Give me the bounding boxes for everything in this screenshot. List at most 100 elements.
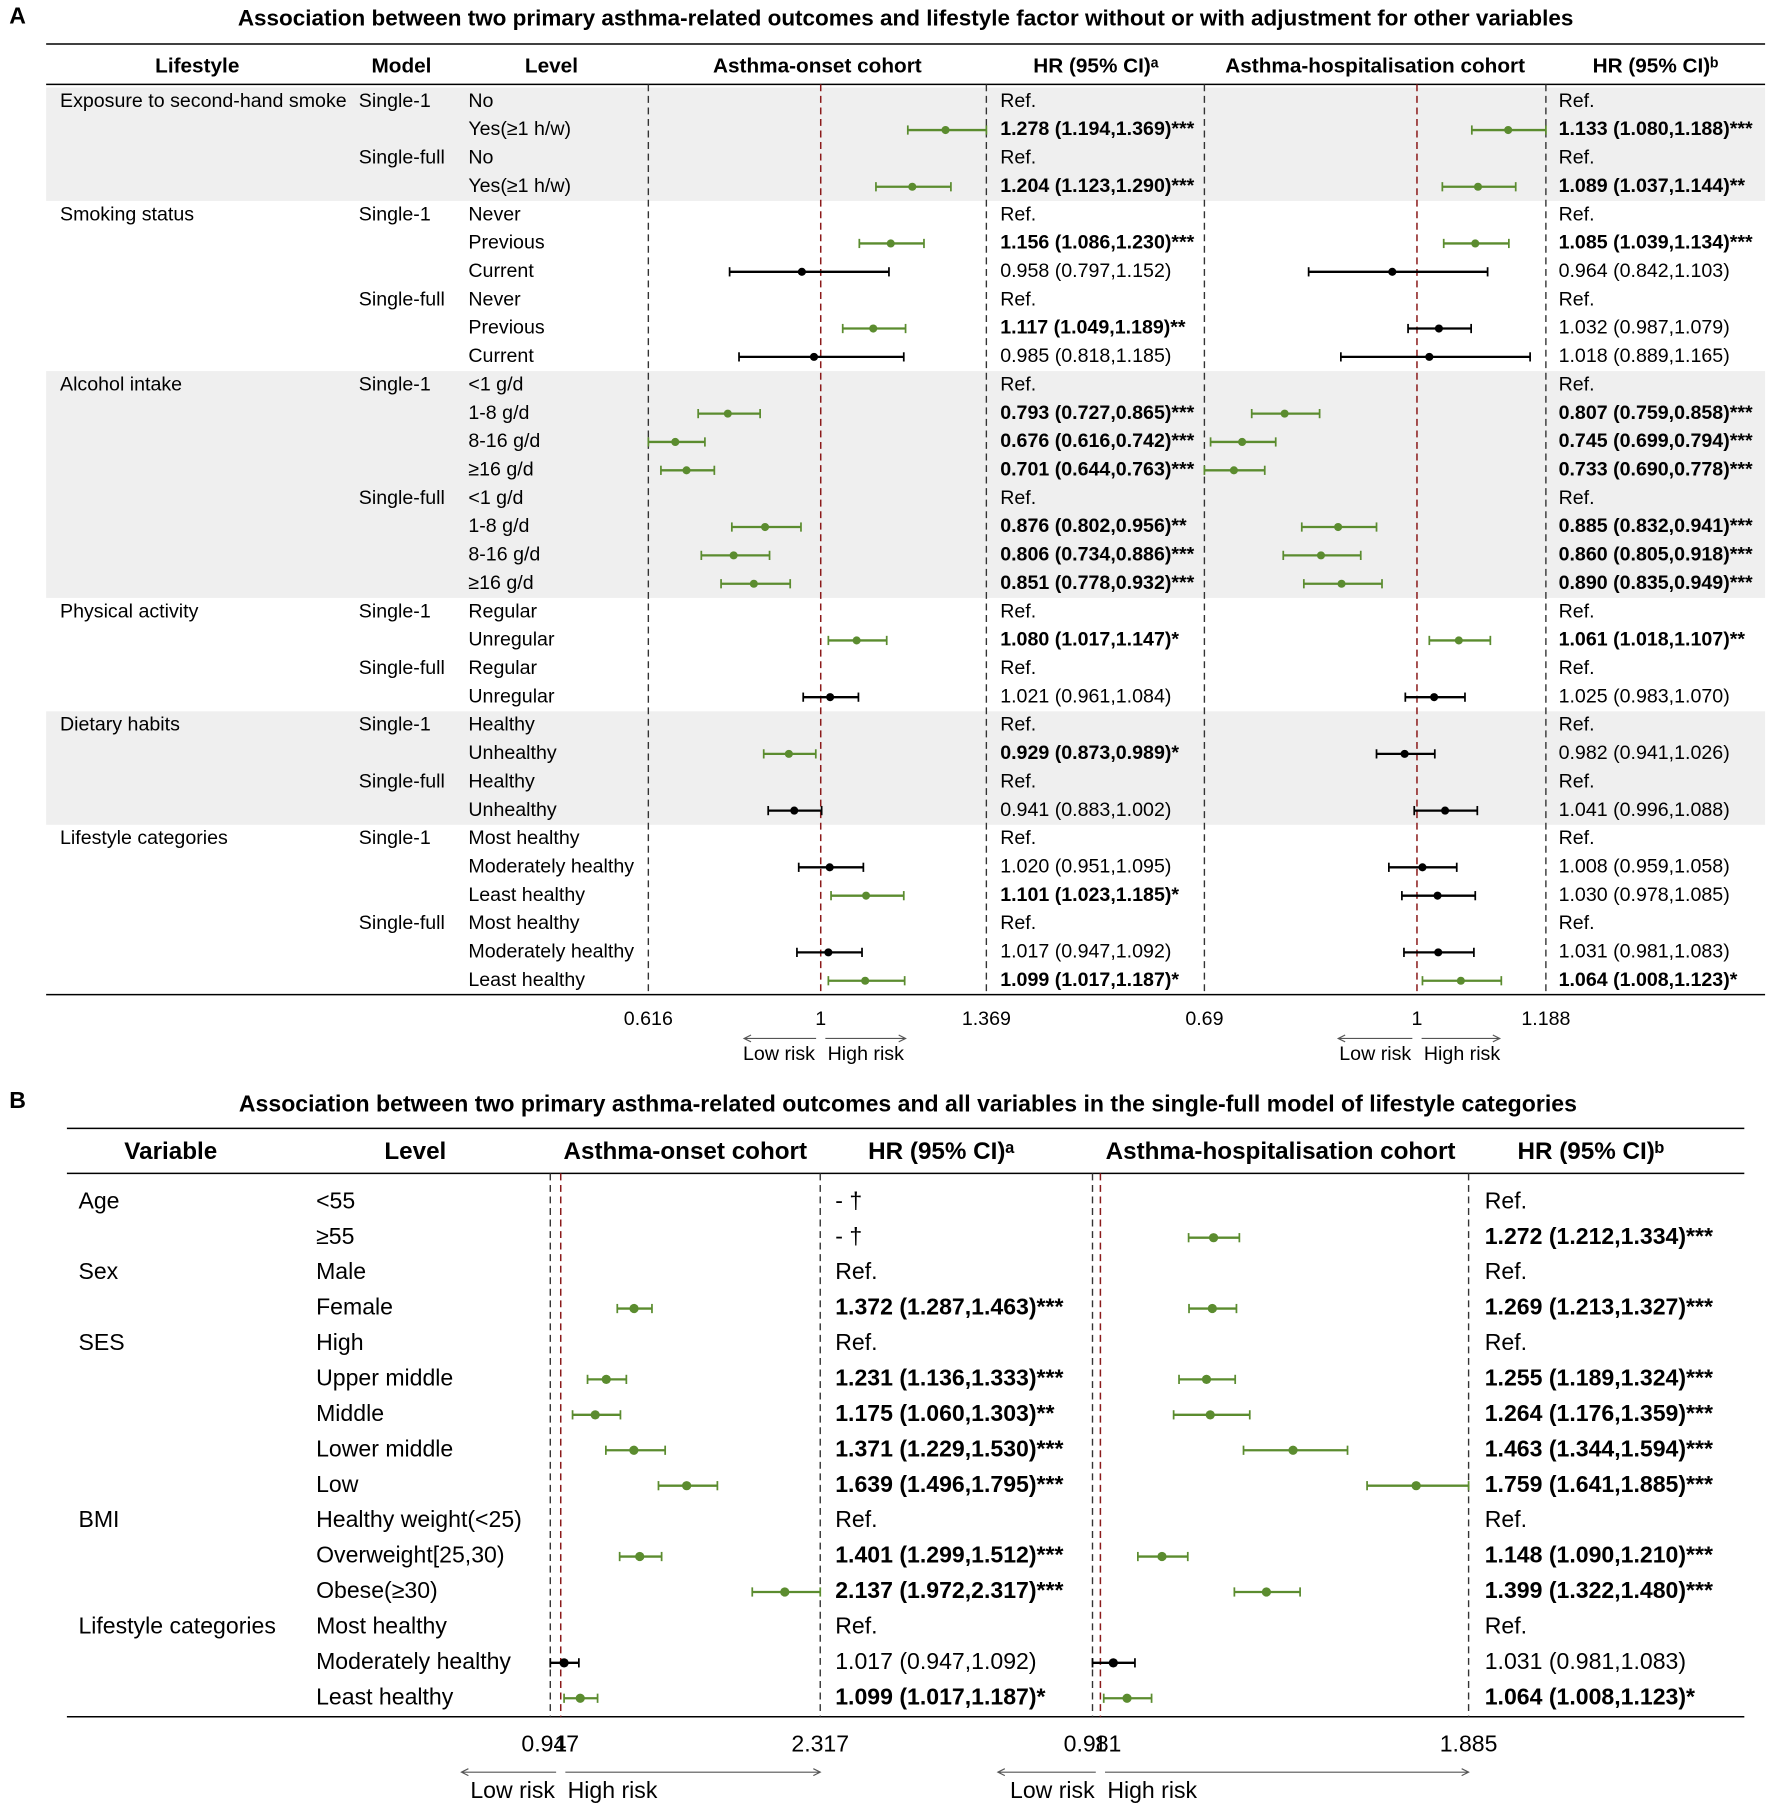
- hr-label: 1.175 (1.060,1.303)**: [835, 1400, 1054, 1426]
- hr-label: 1.020 (0.951,1.095): [1000, 855, 1171, 877]
- hr-label: Ref.: [1559, 487, 1595, 509]
- row-label: Least healthy: [468, 969, 585, 991]
- hr-label: 1.099 (1.017,1.187)*: [835, 1683, 1045, 1709]
- hr-label: Ref.: [1485, 1612, 1527, 1638]
- hr-label: 1.639 (1.496,1.795)***: [835, 1471, 1063, 1497]
- hr-header: HR (95% CI)ᵃ: [1033, 55, 1159, 78]
- row-label: Healthy weight(<25): [316, 1506, 522, 1532]
- x-tick-label: 0.981: [1064, 1731, 1122, 1757]
- row-label: Most healthy: [468, 912, 579, 934]
- row-label: Unhealthy: [468, 742, 556, 764]
- row-label: Low: [316, 1471, 359, 1497]
- row-label: Yes(≥1 h/w): [468, 175, 571, 197]
- row-label: Obese(≥30): [316, 1577, 438, 1603]
- hr-point: [1207, 1303, 1217, 1314]
- row-label: Regular: [468, 600, 537, 622]
- row-label: Single-full: [359, 912, 445, 934]
- hr-label: 1.264 (1.176,1.359)***: [1485, 1400, 1713, 1426]
- row-label: Single-1: [359, 203, 431, 225]
- hr-point: [749, 579, 758, 588]
- risk-arrow: [1336, 1034, 1413, 1043]
- row-label: Regular: [468, 657, 537, 679]
- hr-point: [629, 1303, 639, 1314]
- hr-label: 1.017 (0.947,1.092): [835, 1648, 1036, 1674]
- hr-label: 1.399 (1.322,1.480)***: [1485, 1577, 1713, 1603]
- hr-point: [723, 409, 732, 418]
- x-tick-label: 1.885: [1440, 1731, 1498, 1757]
- row-label: Overweight[25,30): [316, 1542, 504, 1568]
- row-label: Unregular: [468, 629, 555, 651]
- hr-point: [1288, 1445, 1298, 1455]
- hr-point: [908, 182, 917, 191]
- hr-point: [852, 636, 861, 645]
- row-label: Single-1: [359, 827, 431, 849]
- row-label: Single-1: [359, 90, 431, 112]
- hr-label: Ref.: [1559, 770, 1595, 792]
- hr-label: Ref.: [1559, 714, 1595, 736]
- row-label: Single-1: [359, 714, 431, 736]
- x-tick-label: 0.947: [521, 1731, 579, 1757]
- risk-arrow: [1105, 1768, 1470, 1777]
- hr-point: [590, 1410, 600, 1420]
- hr-label: 0.745 (0.699,0.794)***: [1559, 430, 1753, 452]
- cohort-header: Asthma-hospitalisation cohort: [1225, 55, 1525, 78]
- risk-label: Low risk: [470, 1777, 555, 1803]
- hr-point: [1334, 522, 1343, 532]
- x-tick-label: 0.69: [1185, 1008, 1223, 1030]
- hr-point: [826, 693, 835, 702]
- hr-header: HR (95% CI)ᵇ: [1518, 1138, 1665, 1165]
- hr-point: [886, 239, 895, 248]
- hr-point: [862, 891, 871, 900]
- row-label: Current: [468, 260, 534, 282]
- cohort-header: Asthma-onset cohort: [563, 1138, 807, 1165]
- hr-point: [824, 948, 833, 957]
- x-tick-label: 1: [1412, 1008, 1423, 1030]
- panel-label: B: [9, 1087, 26, 1113]
- x-tick-label: 1.188: [1521, 1008, 1570, 1030]
- hr-point: [601, 1374, 611, 1385]
- row-label: <1 g/d: [468, 373, 523, 395]
- row-label: Healthy: [468, 770, 535, 792]
- hr-label: 0.958 (0.797,1.152): [1000, 260, 1171, 282]
- hr-point: [1456, 976, 1465, 985]
- row-label: Moderately healthy: [468, 855, 634, 877]
- hr-label: - †: [835, 1223, 862, 1249]
- row-label: BMI: [78, 1506, 119, 1532]
- row-label: 8-16 g/d: [468, 430, 540, 452]
- row-label: Previous: [468, 232, 544, 254]
- hr-label: Ref.: [1000, 912, 1036, 934]
- column-header: Level: [384, 1138, 446, 1165]
- hr-point: [1316, 551, 1326, 560]
- risk-arrow: [825, 1034, 907, 1043]
- hr-label: 1.371 (1.229,1.530)***: [835, 1435, 1063, 1461]
- hr-label: Ref.: [1000, 770, 1036, 792]
- hr-label: Ref.: [1559, 288, 1595, 310]
- risk-label: Low risk: [1010, 1777, 1095, 1803]
- hr-label: 0.885 (0.832,0.941)***: [1559, 515, 1753, 537]
- hr-point: [1280, 409, 1289, 418]
- row-label: 8-16 g/d: [468, 544, 540, 566]
- hr-label: 1.463 (1.344,1.594)***: [1485, 1435, 1713, 1461]
- hr-point: [1425, 352, 1434, 361]
- hr-label: 0.860 (0.805,0.918)***: [1559, 544, 1753, 566]
- hr-point: [671, 437, 680, 446]
- hr-label: 1.021 (0.961,1.084): [1000, 685, 1171, 707]
- hr-label: 0.793 (0.727,0.865)***: [1000, 402, 1194, 424]
- column-header: Lifestyle: [155, 55, 239, 78]
- hr-label: 1.401 (1.299,1.512)***: [835, 1542, 1063, 1568]
- row-label: Single-1: [359, 373, 431, 395]
- row-shading: [46, 371, 1766, 598]
- hr-label: Ref.: [1000, 288, 1036, 310]
- hr-label: Ref.: [1559, 912, 1595, 934]
- hr-label: 0.941 (0.883,1.002): [1000, 799, 1171, 821]
- x-tick-label: 0.616: [624, 1008, 673, 1030]
- hr-label: Ref.: [1485, 1329, 1527, 1355]
- row-label: Single-full: [359, 487, 445, 509]
- hr-label: 1.269 (1.213,1.327)***: [1485, 1294, 1713, 1320]
- hr-label: 1.759 (1.641,1.885)***: [1485, 1471, 1713, 1497]
- hr-label: Ref.: [835, 1612, 877, 1638]
- row-label: High: [316, 1329, 363, 1355]
- row-label: Never: [468, 203, 521, 225]
- hr-label: 1.080 (1.017,1.147)*: [1000, 629, 1179, 651]
